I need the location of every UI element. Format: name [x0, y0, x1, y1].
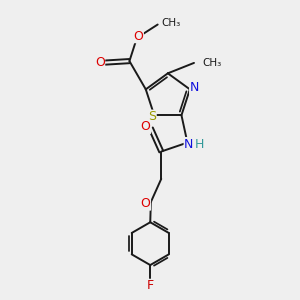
Text: O: O: [134, 30, 143, 43]
Text: O: O: [95, 56, 105, 69]
Text: O: O: [141, 197, 150, 210]
Text: S: S: [148, 110, 156, 123]
Text: N: N: [190, 81, 199, 94]
Text: N: N: [184, 138, 194, 151]
Text: CH₃: CH₃: [202, 58, 222, 68]
Text: H: H: [195, 138, 205, 151]
Text: F: F: [147, 279, 154, 292]
Text: O: O: [141, 120, 150, 133]
Text: CH₃: CH₃: [161, 18, 181, 28]
